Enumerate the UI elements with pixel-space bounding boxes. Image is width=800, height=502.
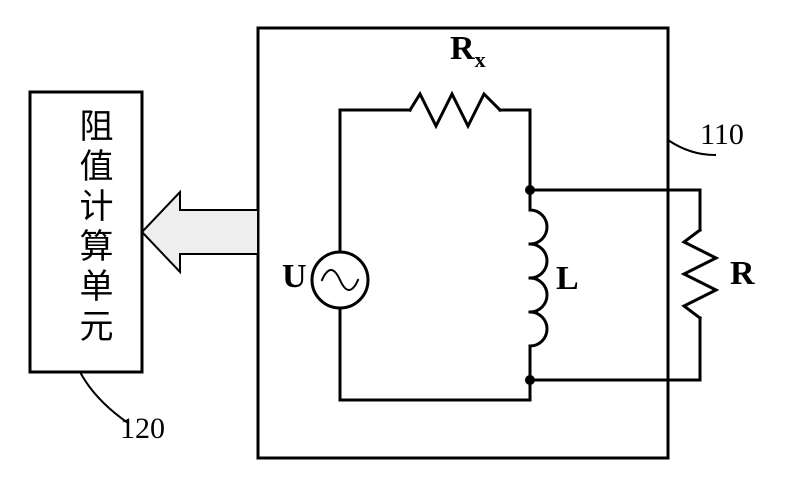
- diagram-canvas: Rx U L R 110 120 阻值计算单元: [0, 0, 800, 502]
- arrow-to-calc: [142, 192, 258, 272]
- ref-120: 120: [120, 412, 165, 446]
- outer-box: [258, 28, 668, 458]
- label-u: U: [282, 258, 307, 296]
- ref-110: 110: [700, 118, 744, 152]
- resistor-rx: [410, 94, 500, 126]
- label-r: R: [730, 255, 755, 293]
- calc-unit-label: 阻值计算单元: [68, 108, 117, 348]
- resistor-r: [684, 230, 716, 318]
- inductor-l: [530, 210, 547, 346]
- label-l: L: [556, 260, 579, 298]
- label-rx: Rx: [450, 30, 486, 73]
